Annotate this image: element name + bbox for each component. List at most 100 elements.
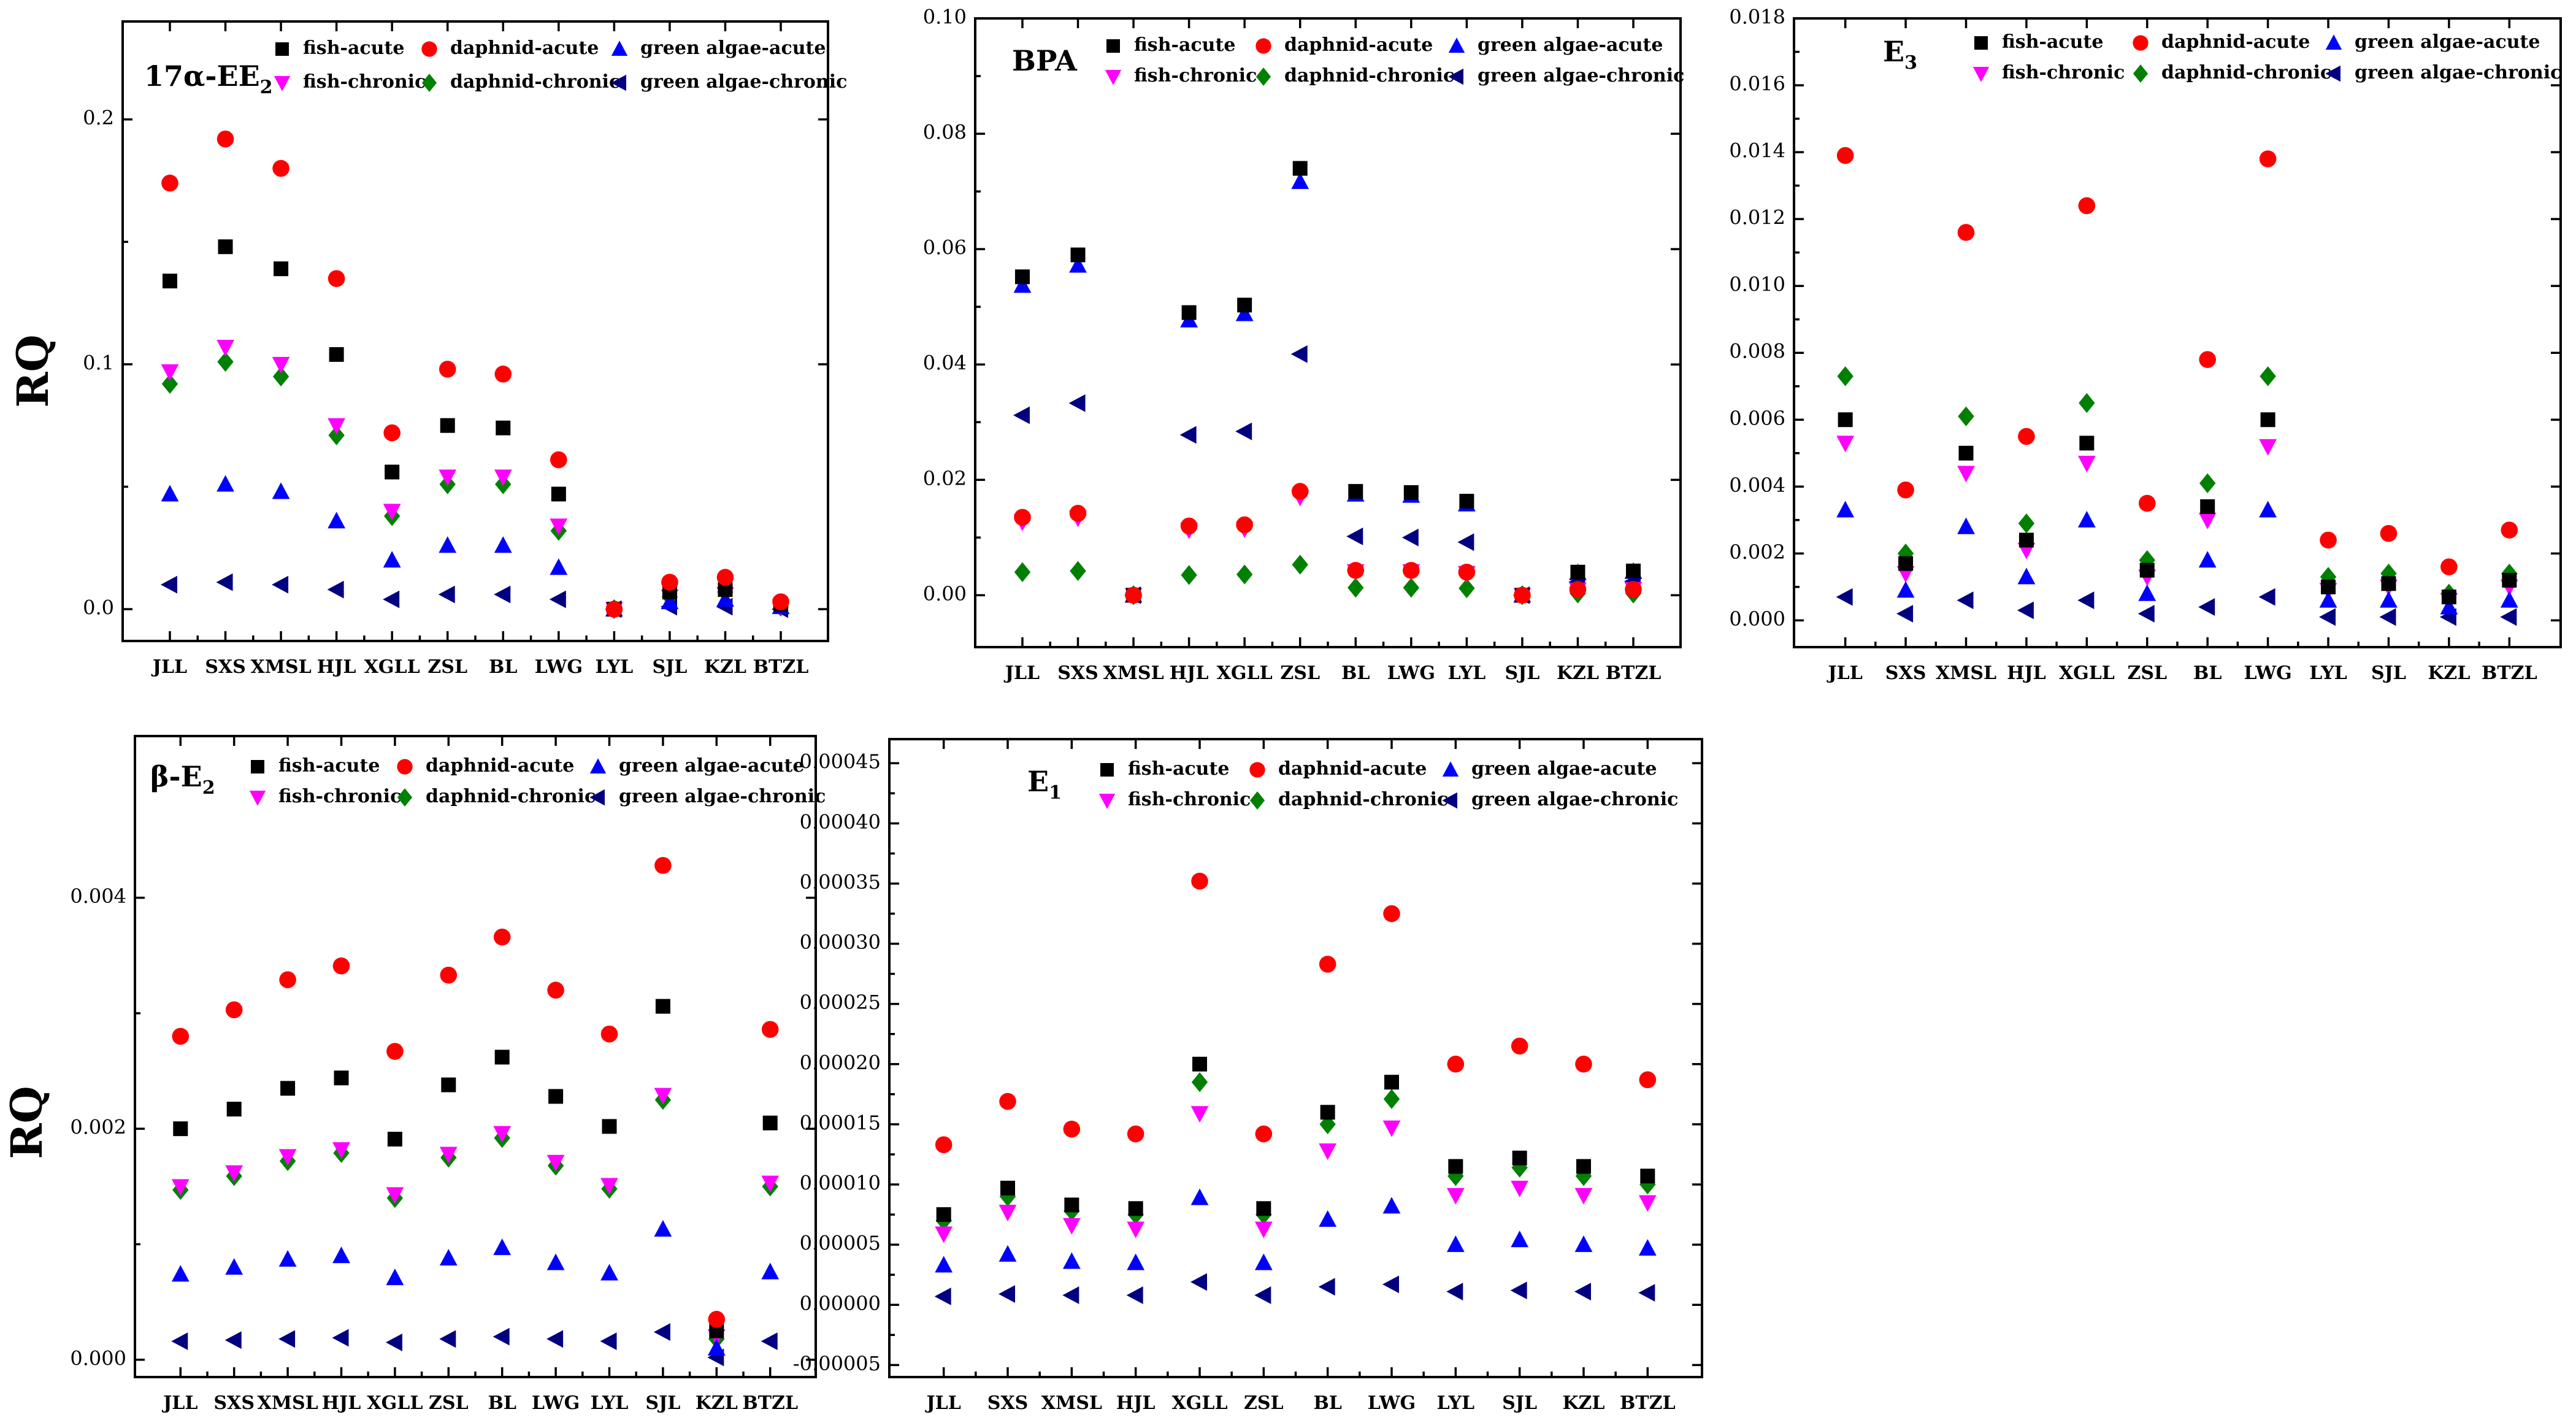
- point-daphnid-acute: [1569, 581, 1587, 598]
- x-tick-label-btzl: BTZL: [1620, 1392, 1676, 1414]
- point-daphnid-chronic: [1837, 366, 1853, 386]
- point-fish-acute: [162, 274, 177, 289]
- panel-2: 0.00 0.02 0.04 0.06 0.08 0.10 JLL SXS XMSL HJL XGL…: [923, 6, 1685, 685]
- y-tick-label: 0.08: [923, 121, 967, 144]
- point-daphnid-acute: [386, 1043, 404, 1060]
- panel-title: BPA: [1012, 44, 1078, 77]
- legend-label-algae-chronic: green algae-chronic: [1478, 65, 1684, 86]
- point-daphnid-chronic: [1639, 1174, 1656, 1195]
- point-algae-acute: [2380, 591, 2398, 608]
- x-tick-label-hjl: HJL: [322, 1392, 361, 1414]
- legend-marker-fish-chronic: [1098, 794, 1116, 809]
- point-daphnid-acute: [440, 966, 458, 984]
- legend-marker-fish-acute: [1100, 763, 1114, 777]
- point-fish-acute: [1576, 1159, 1591, 1174]
- legend-label-algae-chronic: green algae-chronic: [619, 786, 826, 807]
- point-fish-chronic: [386, 1187, 404, 1204]
- point-algae-chronic: [1446, 1283, 1463, 1301]
- x-tick-label-xgll: XGLL: [364, 656, 420, 678]
- point-daphnid-chronic: [1070, 561, 1086, 581]
- point-algae-chronic: [1457, 533, 1474, 551]
- point-fish-acute: [1570, 564, 1585, 580]
- point-fish-chronic: [217, 339, 234, 356]
- point-algae-acute: [161, 485, 179, 502]
- legend-marker-daphnid-chronic: [397, 788, 413, 807]
- x-tick-label-jll: JLL: [151, 656, 187, 678]
- point-daphnid-acute: [708, 1311, 726, 1328]
- x-tick-label-sjl: SJL: [652, 656, 687, 678]
- point-algae-chronic: [2258, 588, 2275, 606]
- x-tick-label-sjl: SJL: [645, 1392, 680, 1414]
- point-daphnid-acute: [1319, 956, 1336, 973]
- point-daphnid-acute: [2199, 351, 2217, 368]
- point-daphnid-acute: [716, 569, 734, 586]
- point-daphnid-chronic: [2079, 393, 2095, 413]
- point-algae-chronic: [171, 1332, 188, 1351]
- point-daphnid-acute: [332, 957, 350, 975]
- legend-marker-algae-chronic: [1448, 68, 1463, 85]
- point-fish-acute: [602, 1119, 617, 1134]
- point-algae-acute: [1446, 1235, 1465, 1253]
- point-algae-acute: [600, 1264, 618, 1281]
- point-daphnid-acute: [2078, 197, 2096, 215]
- point-fish-acute: [441, 1077, 456, 1092]
- point-daphnid-acute: [1180, 517, 1198, 535]
- legend-label-fish-acute: fish-acute: [1134, 34, 1235, 56]
- point-fish-chronic: [600, 1178, 618, 1195]
- legend-marker-algae-acute: [589, 758, 607, 773]
- point-algae-chronic: [1190, 1273, 1208, 1291]
- point-fish-chronic: [383, 504, 401, 521]
- legend-label-fish-chronic: fish-chronic: [278, 786, 401, 807]
- point-algae-chronic: [2319, 608, 2336, 626]
- x-tick-label-lwg: LWG: [2244, 662, 2291, 684]
- legend-label-daphnid-chronic: daphnid-chronic: [426, 786, 596, 807]
- point-fish-chronic: [494, 469, 512, 486]
- legend-label-daphnid-acute: daphnid-acute: [2161, 31, 2310, 53]
- point-daphnid-chronic: [1181, 565, 1197, 585]
- y-tick-label: 0.012: [1729, 206, 1785, 229]
- legend-label-algae-acute: green algae-acute: [640, 37, 826, 59]
- point-algae-chronic: [1013, 406, 1030, 424]
- point-algae-acute: [439, 536, 457, 553]
- x-tick-label-bl: BL: [1313, 1392, 1341, 1414]
- point-algae-chronic: [2137, 605, 2155, 623]
- point-algae-chronic: [1896, 605, 1914, 623]
- point-daphnid-acute: [1514, 586, 1531, 604]
- point-algae-acute: [1382, 1197, 1401, 1214]
- point-algae-chronic: [493, 1327, 510, 1346]
- x-tick-label-sxs: SXS: [1885, 662, 1926, 684]
- point-algae-acute: [546, 1253, 565, 1270]
- point-daphnid-acute: [547, 981, 564, 999]
- point-fish-acute: [2381, 576, 2396, 591]
- legend-label-daphnid-acute: daphnid-acute: [1284, 34, 1433, 56]
- point-fish-acute: [1000, 1180, 1016, 1195]
- point-algae-chronic: [438, 585, 455, 604]
- point-algae-chronic: [2500, 608, 2517, 626]
- point-daphnid-acute: [1957, 224, 1975, 241]
- y-tick-label: 0.00035: [800, 870, 881, 894]
- point-algae-acute: [654, 1219, 672, 1237]
- point-daphnid-acute: [1063, 1120, 1081, 1138]
- legend-label-fish-chronic: fish-chronic: [1128, 789, 1251, 810]
- point-algae-chronic: [216, 573, 233, 591]
- legend-marker-fish-acute: [275, 42, 289, 56]
- point-fish-acute: [551, 486, 566, 502]
- point-algae-chronic: [1062, 1286, 1079, 1304]
- legend-label-fish-acute: fish-acute: [2002, 31, 2103, 53]
- point-algae-acute: [1574, 1235, 1593, 1253]
- x-tick-label-zsl: ZSL: [2127, 662, 2167, 684]
- x-tick-label-zsl: ZSL: [1244, 1392, 1284, 1414]
- legend-label-algae-chronic: green algae-chronic: [1471, 789, 1678, 810]
- x-tick-label-jll: JLL: [161, 1392, 197, 1414]
- point-algae-acute: [999, 1245, 1017, 1262]
- legend-label-fish-chronic: fish-chronic: [1134, 65, 1257, 86]
- legend-label-fish-chronic: fish-chronic: [2002, 62, 2125, 83]
- panel-3: 0.000 0.002 0.004 0.006 0.008 0.010 0.012 0.014…: [1729, 6, 2562, 684]
- point-algae-chronic: [1574, 1283, 1591, 1301]
- legend-marker-algae-chronic: [589, 789, 605, 806]
- x-tick-label-kzl: KZL: [1557, 662, 1599, 684]
- panel-5: -0.00005 0.00000 0.00005 0.00010 0.00015 0.00…: [793, 738, 1703, 1414]
- point-fish-acute: [1512, 1150, 1527, 1165]
- point-fish-acute: [1320, 1105, 1335, 1120]
- point-fish-chronic: [225, 1165, 243, 1182]
